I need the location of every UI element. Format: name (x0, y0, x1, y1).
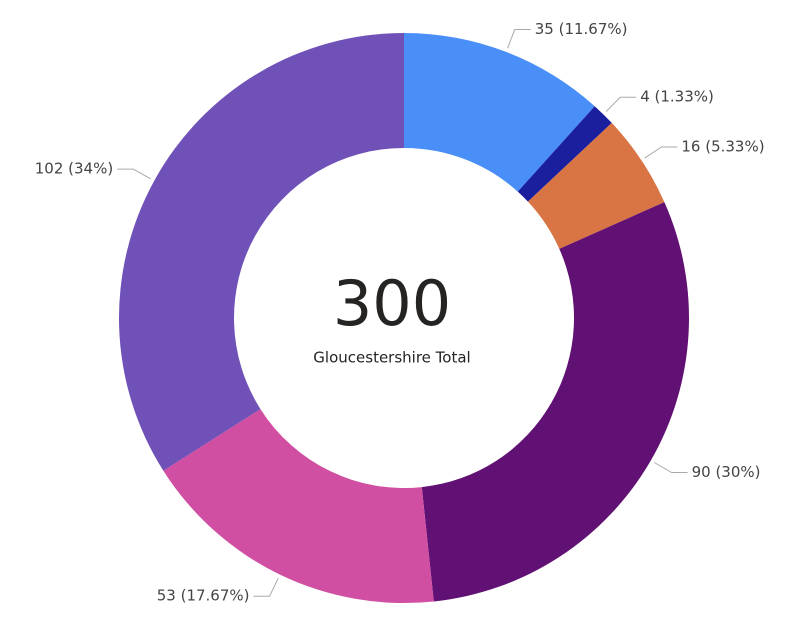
slice (527, 122, 665, 249)
slice (517, 106, 612, 202)
center-label: Gloucestershire Total (313, 349, 470, 367)
leader-line (253, 577, 279, 597)
leader-line (644, 146, 678, 159)
slice (404, 33, 595, 192)
data-label: 53 (17.67%) (157, 587, 250, 605)
data-label: 35 (11.67%) (535, 20, 628, 38)
leader-line (507, 29, 531, 49)
slice (118, 32, 404, 471)
leader-line (605, 96, 637, 112)
slice (421, 202, 690, 602)
data-label: 16 (5.33%) (681, 138, 764, 156)
data-label: 4 (1.33%) (640, 88, 714, 106)
data-label: 90 (30%) (692, 463, 761, 481)
leader-line (654, 462, 688, 473)
data-label: 102 (34%) (35, 160, 113, 178)
center-value: 300 (333, 267, 451, 340)
leader-line (117, 168, 151, 180)
slice (163, 409, 434, 603)
